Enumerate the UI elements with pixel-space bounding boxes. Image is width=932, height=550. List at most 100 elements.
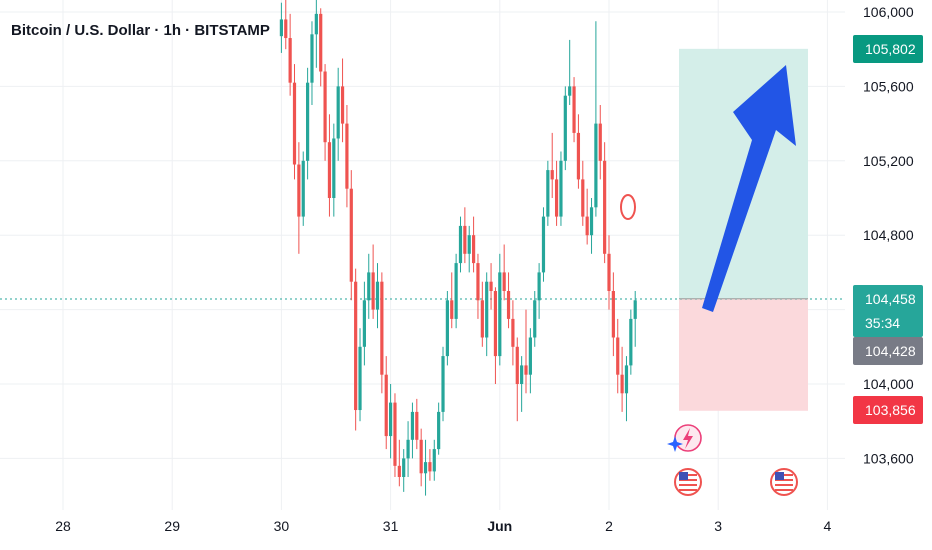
candle <box>441 346 445 422</box>
candle <box>546 160 550 226</box>
candle-body <box>415 411 419 440</box>
us-flag-event-icon[interactable] <box>770 468 798 496</box>
candle-body <box>428 462 432 472</box>
x-tick-label: 29 <box>164 518 180 534</box>
candle <box>568 39 572 105</box>
stop-badge: 103,856 <box>853 396 923 424</box>
candle <box>616 318 620 394</box>
candle-body <box>380 281 384 375</box>
candle <box>471 216 476 273</box>
x-tick-label: 30 <box>274 518 290 534</box>
candle <box>524 309 528 394</box>
candle-body <box>515 346 519 384</box>
candle <box>336 67 340 161</box>
candle-body <box>546 170 550 217</box>
candle <box>528 328 532 394</box>
candle <box>349 170 353 301</box>
candle <box>485 272 489 357</box>
candle-body <box>581 179 585 217</box>
candle-body <box>410 411 415 440</box>
candle <box>332 123 336 217</box>
candle-body <box>528 337 532 375</box>
candle-body <box>624 365 629 394</box>
bolt-event-icon[interactable] <box>674 424 702 452</box>
candle <box>467 225 471 273</box>
candle-body <box>541 216 546 273</box>
candle <box>389 384 393 459</box>
us-flag-event-icon[interactable] <box>674 468 702 496</box>
sparkle-icon <box>667 436 683 452</box>
candle-body <box>384 374 388 437</box>
candle-body <box>406 439 410 459</box>
x-tick-label: Jun <box>487 518 512 534</box>
candle-body <box>402 458 406 477</box>
candle-body <box>589 207 594 236</box>
y-tick-label: 106,000 <box>863 4 914 20</box>
candle <box>314 0 318 68</box>
candle-body <box>292 82 297 165</box>
candle <box>410 402 415 459</box>
candle-body <box>450 300 454 319</box>
candle <box>362 281 366 366</box>
candle-body <box>511 318 515 347</box>
candle-body <box>301 160 305 217</box>
candle <box>415 398 419 450</box>
x-axis[interactable]: 28 29 30 31 Jun 2 3 4 <box>55 518 831 534</box>
candle-body <box>332 138 336 198</box>
candle-body <box>423 462 428 474</box>
candle <box>581 160 585 226</box>
arrow-shape <box>702 65 796 312</box>
candle-body <box>563 95 567 161</box>
last-price-badge: 104,458 35:34 <box>853 285 923 337</box>
candle <box>489 263 493 310</box>
candle-body <box>629 318 633 366</box>
candle-body <box>371 272 375 310</box>
candle-body <box>323 71 327 143</box>
candle-body <box>467 235 471 254</box>
candle <box>585 188 589 245</box>
candle-body <box>454 263 458 319</box>
candle <box>402 449 406 492</box>
circle-marker[interactable] <box>620 194 636 220</box>
candle-body <box>419 439 423 474</box>
candle <box>284 0 288 50</box>
y-axis[interactable]: 106,000 105,600 105,200 104,800 104,000 103,6… <box>863 4 914 466</box>
target-arrow[interactable] <box>702 65 796 312</box>
candle <box>367 253 371 319</box>
candle-body <box>358 346 362 411</box>
candle-body <box>463 225 467 254</box>
candle <box>354 268 358 431</box>
target-badge-label: 105,802 <box>865 41 916 57</box>
x-tick-label: 2 <box>605 518 613 534</box>
candle <box>603 142 607 264</box>
candle <box>279 2 283 53</box>
candle-body <box>279 19 283 37</box>
candle <box>292 64 297 180</box>
candle-body <box>471 235 476 264</box>
stop-zone[interactable] <box>679 298 808 411</box>
candle <box>607 235 611 310</box>
candle-body <box>594 123 598 208</box>
candle-body <box>389 402 393 437</box>
candle-body <box>533 300 537 338</box>
candle <box>589 198 594 254</box>
candle <box>288 13 292 96</box>
x-tick-label: 4 <box>824 518 832 534</box>
candle-body <box>327 142 332 198</box>
candle-body <box>502 272 506 291</box>
candle <box>550 132 554 198</box>
candle-body <box>559 160 563 217</box>
candle <box>502 244 506 301</box>
candle-body <box>458 225 463 264</box>
candle <box>620 346 624 412</box>
candle <box>480 281 484 347</box>
candle <box>611 272 615 357</box>
candle <box>633 291 637 347</box>
candle <box>306 67 310 180</box>
candle <box>371 244 375 319</box>
candle <box>506 272 511 329</box>
candle-body <box>554 179 559 217</box>
candle <box>498 253 502 366</box>
